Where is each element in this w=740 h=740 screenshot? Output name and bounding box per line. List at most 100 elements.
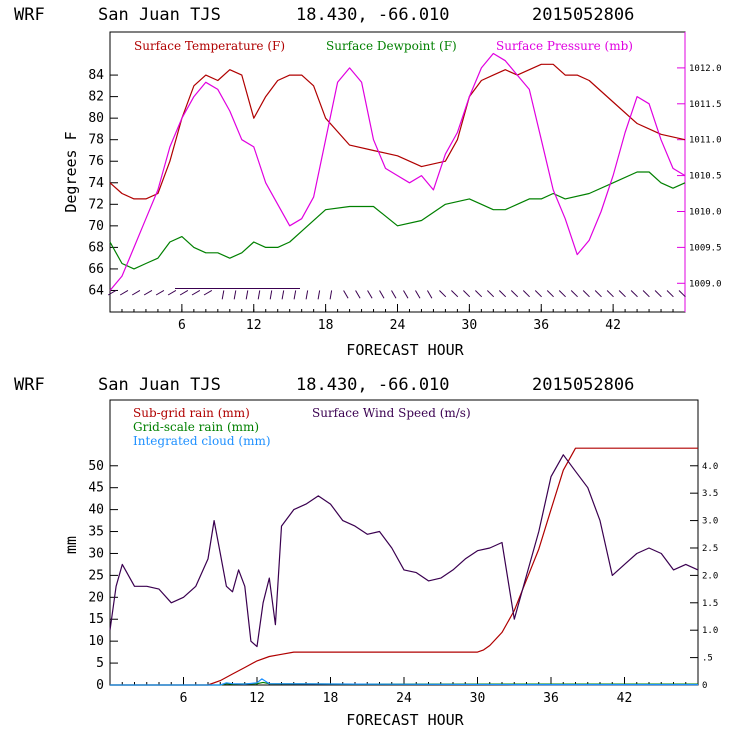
- wind-barb: [379, 290, 385, 299]
- y-tick-label: 76: [88, 154, 104, 169]
- y-tick-label: 50: [88, 459, 104, 474]
- bottom-header-coords: 18.430, -66.010: [296, 375, 450, 395]
- wind-barb: [391, 290, 397, 299]
- y2-tick-label: 1009.5: [689, 243, 722, 253]
- legend-surface-wind-speed: Surface Wind Speed (m/s): [312, 406, 471, 420]
- x-tick-label: 12: [249, 691, 265, 706]
- wind-barb: [203, 290, 213, 296]
- y2-tick-label: 1.5: [702, 599, 718, 609]
- y-tick-label: 82: [88, 90, 104, 105]
- wind-barb: [221, 290, 225, 300]
- y-tick-label: 66: [88, 262, 104, 277]
- y-tick-label: 25: [88, 568, 104, 583]
- y2-tick-label: 1009.0: [689, 279, 722, 289]
- y2-tick-label: 0: [702, 681, 707, 691]
- y-tick-label: 35: [88, 525, 104, 540]
- y2-tick-label: 1012.0: [689, 64, 722, 74]
- x-tick-label: 24: [396, 691, 412, 706]
- x-tick-label: 12: [246, 318, 262, 333]
- x-tick-label: 30: [462, 318, 478, 333]
- y-tick-label: 20: [88, 590, 104, 605]
- series-line-integrated-cloud-mm: [110, 678, 698, 686]
- y-tick-label: 68: [88, 240, 104, 255]
- wind-barb: [179, 290, 189, 296]
- y2-tick-label: 2.5: [702, 544, 718, 554]
- wind-barb: [451, 290, 459, 298]
- y-tick-label: 45: [88, 481, 104, 496]
- top-series-group: [109, 52, 686, 291]
- top-plot-frame: [109, 31, 686, 313]
- bottom-y-axis-label: mm: [62, 536, 80, 554]
- y2-tick-label: 1011.5: [689, 100, 722, 110]
- wind-barb: [415, 290, 421, 299]
- y2-tick-label: 2.0: [702, 571, 718, 581]
- wind-barb: [439, 290, 447, 298]
- top-header-date: 2015052806: [532, 5, 634, 25]
- wind-barb: [427, 290, 433, 299]
- legend-gridscale-rain: Grid-scale rain (mm): [133, 420, 259, 434]
- wind-barb: [257, 290, 261, 300]
- series-line-surface-wind-speed-m-s: [109, 454, 699, 648]
- wind-barb: [167, 290, 177, 296]
- series-line-surface-dewpoint-f: [109, 171, 686, 270]
- wind-barb: [606, 290, 614, 298]
- wind-barb: [558, 290, 566, 298]
- wind-barb: [155, 290, 165, 296]
- bottom-header-station: San Juan TJS: [98, 375, 221, 395]
- wind-barb: [522, 290, 530, 298]
- wind-barb: [281, 290, 285, 300]
- x-tick-label: 42: [605, 318, 621, 333]
- wind-barb-row: [107, 287, 686, 300]
- wind-barb: [582, 290, 590, 298]
- top-x-axis-label: FORECAST HOUR: [346, 341, 464, 359]
- wind-barb: [119, 290, 129, 296]
- legend-integrated-cloud: Integrated cloud (mm): [133, 434, 271, 448]
- wind-barb: [570, 290, 578, 298]
- y2-tick-label: 1011.0: [689, 136, 722, 146]
- top-header-station: San Juan TJS: [98, 5, 221, 25]
- y2-tick-label: 4.0: [702, 462, 718, 472]
- x-tick-label: 42: [617, 691, 633, 706]
- wind-barb: [233, 290, 237, 300]
- y-tick-label: 10: [88, 634, 104, 649]
- wind-barb: [269, 290, 273, 300]
- x-tick-label: 18: [323, 691, 339, 706]
- bottom-x-axis-label: FORECAST HOUR: [346, 711, 464, 729]
- bottom-axis-ticks: 6 12 18 24 30 36 42 0 5 10 15 20 25 30 35 40 45 50 0 .5 1.0 1…: [88, 459, 718, 706]
- y2-tick-label: 1010.5: [689, 172, 722, 182]
- wind-barb: [475, 290, 483, 298]
- y2-tick-label: 3.0: [702, 517, 718, 527]
- x-tick-label: 18: [318, 318, 334, 333]
- x-tick-label: 30: [470, 691, 486, 706]
- wind-barb: [534, 290, 542, 298]
- legend-surface-pressure: Surface Pressure (mb): [496, 39, 633, 53]
- wind-barb: [654, 290, 662, 298]
- wind-barb: [367, 290, 373, 299]
- wind-barb: [618, 290, 626, 298]
- wind-barb: [305, 290, 309, 300]
- y2-tick-label: .5: [702, 654, 713, 664]
- wind-barb: [546, 290, 554, 298]
- x-tick-label: 24: [390, 318, 406, 333]
- wind-barb: [191, 290, 201, 296]
- x-tick-label: 36: [543, 691, 559, 706]
- y-tick-label: 72: [88, 197, 104, 212]
- bottom-series-group: [109, 447, 699, 686]
- y-tick-label: 84: [88, 68, 104, 83]
- top-header-model: WRF: [14, 5, 45, 25]
- wind-barb: [343, 290, 349, 299]
- wind-barb: [486, 290, 495, 298]
- wind-barb: [107, 290, 117, 296]
- wind-barb: [245, 290, 249, 300]
- wind-barb: [317, 290, 321, 300]
- x-tick-label: 6: [180, 691, 188, 706]
- series-line-sub-grid-rain-mm: [110, 447, 698, 686]
- top-axis-ticks: 6 12 18 24 30 36 42 64 66 68 70 72 74 76 78 80 82 84 1009.…: [88, 64, 721, 333]
- wind-barb: [403, 290, 409, 299]
- wind-barb: [630, 290, 638, 298]
- wind-barb: [510, 290, 519, 298]
- series-line-surface-pressure-mb: [109, 52, 686, 291]
- y-tick-label: 64: [88, 283, 104, 298]
- series-line-surface-temperature-f: [109, 63, 686, 200]
